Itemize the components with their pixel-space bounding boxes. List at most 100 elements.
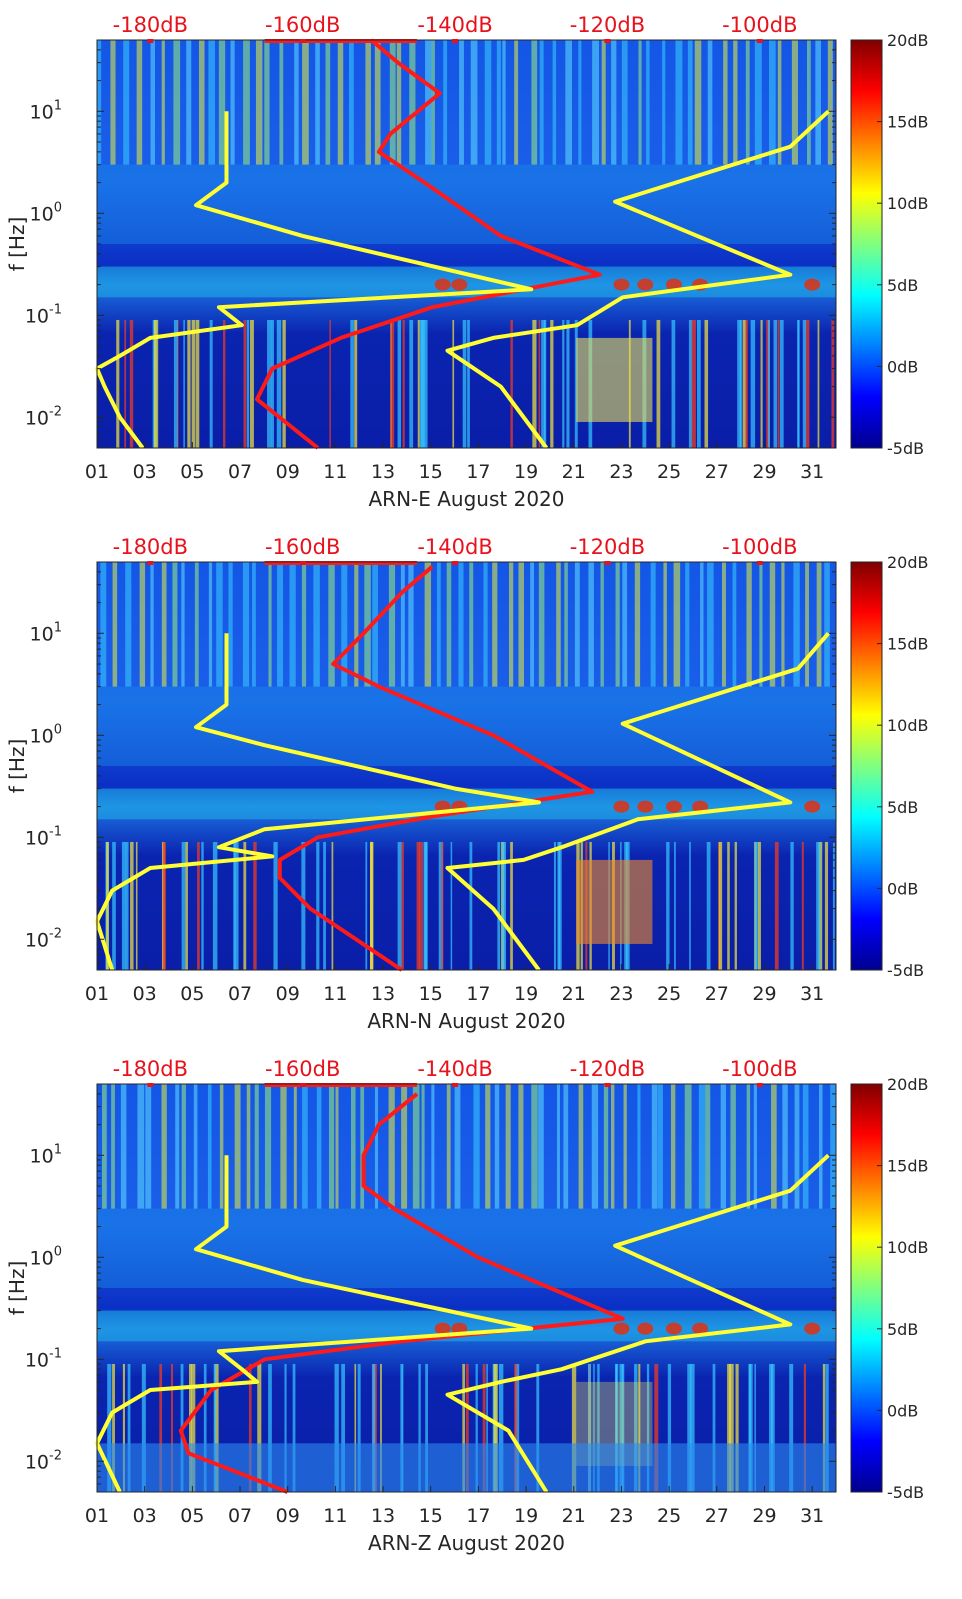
spectrogram-streak (112, 1363, 115, 1492)
spectrogram-streak (777, 40, 782, 165)
spectrogram-streak (707, 562, 714, 687)
hotspot (637, 1322, 654, 1335)
spectrogram-streak (135, 841, 138, 970)
x-tick-label: 31 (800, 1505, 824, 1527)
spectrogram-streak (420, 319, 426, 448)
colorbar-tick-label: 0dB (887, 1401, 918, 1420)
spectrogram-streak (365, 40, 371, 165)
spectrogram-streak (325, 40, 331, 165)
spectrogram-streak (267, 319, 272, 448)
spectrogram-streak (593, 1363, 595, 1492)
spectrogram-streak (587, 1363, 591, 1492)
curve-red (255, 38, 602, 450)
panel-1: 01 03 05 07 09 11 13 15 17 19 21 23 25 27 29 31 10-2 10-1… (5, 13, 929, 511)
spectrogram-streak (565, 40, 573, 165)
spectrogram-streak (721, 562, 726, 687)
spectrogram-streak (739, 319, 743, 448)
colorbar-tick-label: 10dB (887, 1238, 929, 1257)
colorbar-tick-label: 10dB (887, 716, 929, 735)
spectrogram-streak (510, 319, 513, 448)
spectrogram-streak (209, 319, 213, 448)
spectrogram-streak (805, 319, 810, 448)
spectrogram-streak (671, 319, 676, 448)
x-tick-label: 03 (133, 461, 157, 483)
spectrogram-streak (654, 1363, 659, 1492)
curve-yellow-1 (95, 1155, 534, 1493)
spectrogram-streak (181, 1084, 186, 1209)
spectrogram-streak (137, 1084, 145, 1209)
top-axis-tick-label: -120dB (570, 1057, 645, 1081)
spectrogram-streak (769, 40, 776, 165)
top-axis-tick (147, 1083, 154, 1087)
spectrogram-streak (130, 841, 134, 970)
spectrogram-streak (496, 40, 501, 165)
curve-yellow-2 (445, 109, 830, 450)
spectrogram-streak (536, 1363, 540, 1492)
spectrogram-streak (831, 319, 835, 448)
spectrogram-streak (712, 1363, 716, 1492)
spectrogram-streak (745, 319, 748, 448)
spectrogram-streak (173, 319, 178, 448)
x-tick-label: 13 (371, 1505, 395, 1527)
spectrogram-streak (539, 40, 544, 165)
x-tick-label: 15 (419, 1505, 443, 1527)
spectrogram-streak (689, 841, 691, 970)
spectrogram-streak (616, 1363, 619, 1492)
spectrogram-streak (578, 1084, 584, 1209)
spectrogram-streak (389, 40, 396, 165)
spectrogram-streak (690, 1363, 695, 1492)
spectrogram-streak (600, 562, 604, 687)
x-tick-label: 13 (371, 461, 395, 483)
x-tick-label: 25 (657, 1505, 681, 1527)
spectrogram-streak (615, 1363, 617, 1492)
x-tick-label: 25 (657, 983, 681, 1005)
hotspot (804, 800, 821, 813)
spectrogram-streak (667, 1363, 672, 1492)
spectrogram-streak (705, 1084, 711, 1209)
spectrogram-streak (250, 319, 254, 448)
spectrogram-streak (230, 40, 235, 165)
spectrogram-streak (364, 562, 371, 687)
spectrogram-streak (774, 841, 779, 970)
spectrogram-streak (181, 562, 185, 687)
spectrogram-streak (484, 40, 492, 165)
spectrogram-streak (242, 562, 250, 687)
spectrogram-streak (282, 319, 286, 448)
spectrogram-streak (754, 1363, 756, 1492)
spectrogram-streak (170, 1363, 174, 1492)
x-tick-label: 15 (419, 983, 443, 1005)
spectrogram-streak (807, 40, 811, 165)
spectrogram-streak (591, 1084, 599, 1209)
spectrogram-streak (769, 562, 776, 687)
spectrogram-streak (418, 1363, 421, 1492)
hotspot (613, 800, 630, 813)
x-tick-label: 27 (705, 1505, 729, 1527)
spectrogram-streak (452, 319, 455, 448)
top-axis-tick (452, 39, 459, 43)
spectrogram-streak (822, 1363, 826, 1492)
spectrogram-streak (696, 319, 701, 448)
spectrogram-streak (805, 562, 809, 687)
spectrogram-streak (638, 1363, 641, 1492)
spectrogram-streak (518, 562, 525, 687)
spectrogram-streak (562, 319, 565, 448)
spectrogram-streak (673, 562, 681, 687)
colorbar-tick-label: 15dB (887, 635, 929, 654)
colorbar-tick-label: 15dB (887, 1157, 929, 1176)
hotspot (451, 278, 468, 291)
panel-2: 01 03 05 07 09 11 13 15 17 19 21 23 25 27 29 31 10-2 10-1… (5, 535, 929, 1033)
top-axis-tick-label: -160dB (265, 13, 340, 37)
x-tick-label: 09 (276, 1505, 300, 1527)
spectrogram-streak (401, 1363, 404, 1492)
spectrogram-streak (328, 562, 335, 687)
spectrogram-streak (518, 1084, 524, 1209)
top-axis-tick-label: -140dB (417, 535, 492, 559)
spectrogram-streak (431, 40, 435, 165)
spectrogram-streak (409, 40, 416, 165)
spectrogram-streak (402, 319, 405, 448)
spectrogram-streak (252, 562, 256, 687)
x-tick-label: 17 (466, 983, 490, 1005)
spectrogram-streak (416, 841, 420, 970)
spectrogram-streak (794, 1084, 800, 1209)
